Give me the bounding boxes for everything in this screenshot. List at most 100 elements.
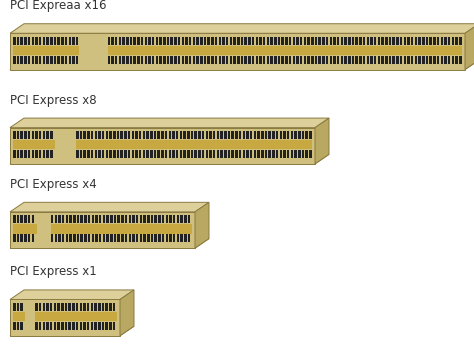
Polygon shape bbox=[10, 239, 209, 248]
Bar bbox=[155, 234, 157, 243]
Bar bbox=[43, 303, 45, 311]
Bar bbox=[329, 37, 332, 45]
Bar bbox=[440, 37, 443, 45]
Bar bbox=[162, 234, 164, 243]
Bar bbox=[189, 56, 191, 64]
Bar bbox=[237, 37, 239, 45]
Bar bbox=[43, 150, 45, 158]
Bar bbox=[91, 131, 93, 139]
Bar bbox=[200, 56, 202, 64]
Polygon shape bbox=[10, 24, 474, 33]
Bar bbox=[429, 56, 432, 64]
Bar bbox=[88, 234, 91, 243]
Bar bbox=[189, 37, 191, 45]
Polygon shape bbox=[10, 154, 329, 164]
Bar bbox=[180, 131, 182, 139]
Bar bbox=[98, 150, 101, 158]
Bar bbox=[122, 37, 125, 45]
Bar bbox=[50, 322, 53, 330]
Bar bbox=[43, 322, 45, 330]
Bar bbox=[283, 131, 286, 139]
Bar bbox=[198, 150, 201, 158]
Bar bbox=[121, 234, 124, 243]
Bar bbox=[87, 303, 90, 311]
Bar bbox=[382, 56, 384, 64]
Bar bbox=[307, 56, 310, 64]
Bar bbox=[366, 37, 369, 45]
Bar bbox=[211, 37, 214, 45]
Bar bbox=[246, 150, 249, 158]
Bar bbox=[54, 56, 56, 64]
Bar bbox=[283, 150, 286, 158]
Bar bbox=[143, 131, 145, 139]
Bar bbox=[202, 150, 204, 158]
Bar bbox=[148, 56, 151, 64]
Bar bbox=[150, 131, 153, 139]
Bar bbox=[245, 37, 247, 45]
Bar bbox=[20, 303, 23, 311]
Bar bbox=[10, 212, 195, 248]
Bar bbox=[229, 37, 232, 45]
Bar bbox=[352, 56, 354, 64]
Bar bbox=[188, 234, 190, 243]
Bar bbox=[125, 215, 128, 223]
Bar bbox=[95, 215, 98, 223]
Bar bbox=[114, 215, 116, 223]
Bar bbox=[24, 215, 27, 223]
Bar bbox=[118, 56, 121, 64]
Bar bbox=[113, 150, 116, 158]
Bar bbox=[187, 131, 190, 139]
Bar bbox=[46, 303, 49, 311]
Bar bbox=[113, 303, 115, 311]
Bar bbox=[241, 56, 243, 64]
Bar bbox=[158, 234, 161, 243]
Bar bbox=[403, 37, 406, 45]
Bar bbox=[204, 56, 206, 64]
Bar bbox=[152, 37, 155, 45]
Bar bbox=[50, 150, 53, 158]
Bar bbox=[224, 131, 227, 139]
Bar bbox=[81, 234, 83, 243]
Bar bbox=[396, 56, 399, 64]
Bar bbox=[296, 37, 299, 45]
Bar bbox=[20, 215, 23, 223]
Bar bbox=[259, 56, 262, 64]
Bar bbox=[10, 299, 120, 336]
Bar bbox=[55, 234, 57, 243]
Bar bbox=[363, 37, 365, 45]
Bar bbox=[77, 215, 79, 223]
Bar bbox=[270, 37, 273, 45]
Bar bbox=[39, 131, 41, 139]
Bar bbox=[143, 215, 146, 223]
Bar bbox=[415, 56, 417, 64]
Bar bbox=[13, 303, 16, 311]
Bar bbox=[98, 131, 101, 139]
Bar bbox=[422, 37, 425, 45]
Polygon shape bbox=[315, 118, 329, 164]
Bar bbox=[134, 56, 136, 64]
Bar bbox=[206, 131, 208, 139]
Bar bbox=[171, 56, 173, 64]
Bar bbox=[213, 131, 216, 139]
Bar bbox=[24, 150, 27, 158]
Bar bbox=[169, 131, 171, 139]
Bar bbox=[270, 56, 273, 64]
Bar bbox=[57, 303, 60, 311]
Bar bbox=[287, 131, 290, 139]
Bar bbox=[180, 234, 183, 243]
Bar bbox=[145, 56, 147, 64]
Bar bbox=[182, 56, 184, 64]
Bar bbox=[106, 215, 109, 223]
Bar bbox=[35, 303, 37, 311]
Bar bbox=[117, 131, 119, 139]
Bar bbox=[287, 150, 290, 158]
Bar bbox=[117, 150, 119, 158]
Bar bbox=[268, 150, 271, 158]
Bar bbox=[433, 37, 436, 45]
Polygon shape bbox=[10, 326, 134, 336]
Bar bbox=[35, 150, 38, 158]
Bar bbox=[183, 131, 186, 139]
Bar bbox=[72, 322, 74, 330]
Bar bbox=[24, 56, 27, 64]
Bar bbox=[183, 150, 186, 158]
